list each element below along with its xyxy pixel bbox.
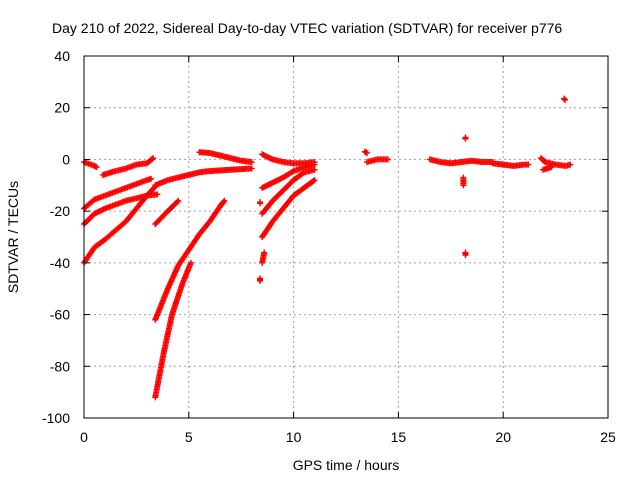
x-tick-label: 25 [600, 429, 616, 445]
series-arc-p [361, 148, 391, 166]
plus-marker [257, 199, 264, 206]
plus-marker [384, 156, 391, 163]
plus-marker [220, 198, 227, 205]
plot-frame [83, 55, 609, 419]
plus-marker [525, 161, 532, 168]
plus-marker [363, 149, 370, 156]
axis-ticks [83, 55, 609, 419]
plus-marker [93, 164, 100, 171]
y-tick-label: -60 [50, 307, 70, 323]
series-arc-u [560, 95, 569, 103]
plus-marker [562, 96, 569, 103]
x-tick-label: 0 [80, 429, 88, 445]
plus-marker [148, 175, 155, 182]
plus-marker [149, 155, 156, 162]
plus-marker [221, 197, 228, 204]
series-arc-l [259, 161, 318, 191]
y-tick-label: -40 [50, 255, 70, 271]
x-tick-label: 15 [391, 429, 407, 445]
y-tick-label: -100 [42, 410, 70, 426]
x-tick-label: 10 [286, 429, 302, 445]
series-arc-o [257, 199, 268, 284]
series-arc-q [426, 156, 496, 167]
data-marks [81, 95, 574, 401]
series-arc-t [537, 155, 574, 173]
y-tick-label: 0 [62, 151, 70, 167]
series-arc-f [152, 197, 182, 228]
plus-marker [462, 135, 469, 142]
series-arc-s [489, 160, 532, 169]
plus-marker [310, 177, 317, 184]
plus-marker [187, 259, 194, 266]
plus-marker [248, 159, 255, 166]
y-axis-label: SDTVAR / TECUs [5, 181, 21, 293]
x-tick-labels: 0 5 10 15 20 25 [80, 429, 616, 445]
y-tick-label: -80 [50, 358, 70, 374]
series-arc-a [81, 159, 100, 171]
series-arc-i [152, 259, 194, 401]
plus-marker [311, 161, 318, 168]
plus-marker [460, 182, 467, 189]
plus-marker [150, 155, 157, 162]
chart-title: Day 210 of 2022, Sidereal Day-to-day VTE… [52, 20, 562, 36]
y-tick-label: 40 [54, 48, 70, 64]
series-arc-m [259, 166, 318, 217]
series-arc-n [259, 177, 318, 240]
plus-marker [248, 165, 255, 172]
plus-marker [311, 166, 318, 173]
series-arc-e [99, 155, 157, 178]
x-tick-label: 20 [495, 429, 511, 445]
y-tick-label: 20 [54, 100, 70, 116]
plus-marker [261, 249, 268, 256]
series-arc-h [152, 197, 228, 323]
plus-marker [154, 191, 161, 198]
plus-marker [174, 198, 181, 205]
series-arc-k [259, 151, 318, 167]
grid [84, 56, 608, 418]
plus-marker [175, 197, 182, 204]
x-axis-label: GPS time / hours [293, 457, 400, 473]
plus-marker [311, 177, 318, 184]
series-arc-b [81, 175, 155, 212]
series-arc-r [460, 134, 469, 259]
y-tick-label: -20 [50, 203, 70, 219]
plus-marker [257, 275, 264, 282]
series-arc-j [196, 149, 255, 166]
plus-marker [548, 164, 555, 171]
plus-marker [462, 252, 469, 259]
plus-marker [567, 161, 574, 168]
x-tick-label: 5 [185, 429, 193, 445]
series-arc-d [81, 183, 159, 266]
y-tick-labels: -100 -80 -60 -40 -20 0 20 40 [42, 48, 70, 426]
series-arc-g [152, 165, 255, 189]
